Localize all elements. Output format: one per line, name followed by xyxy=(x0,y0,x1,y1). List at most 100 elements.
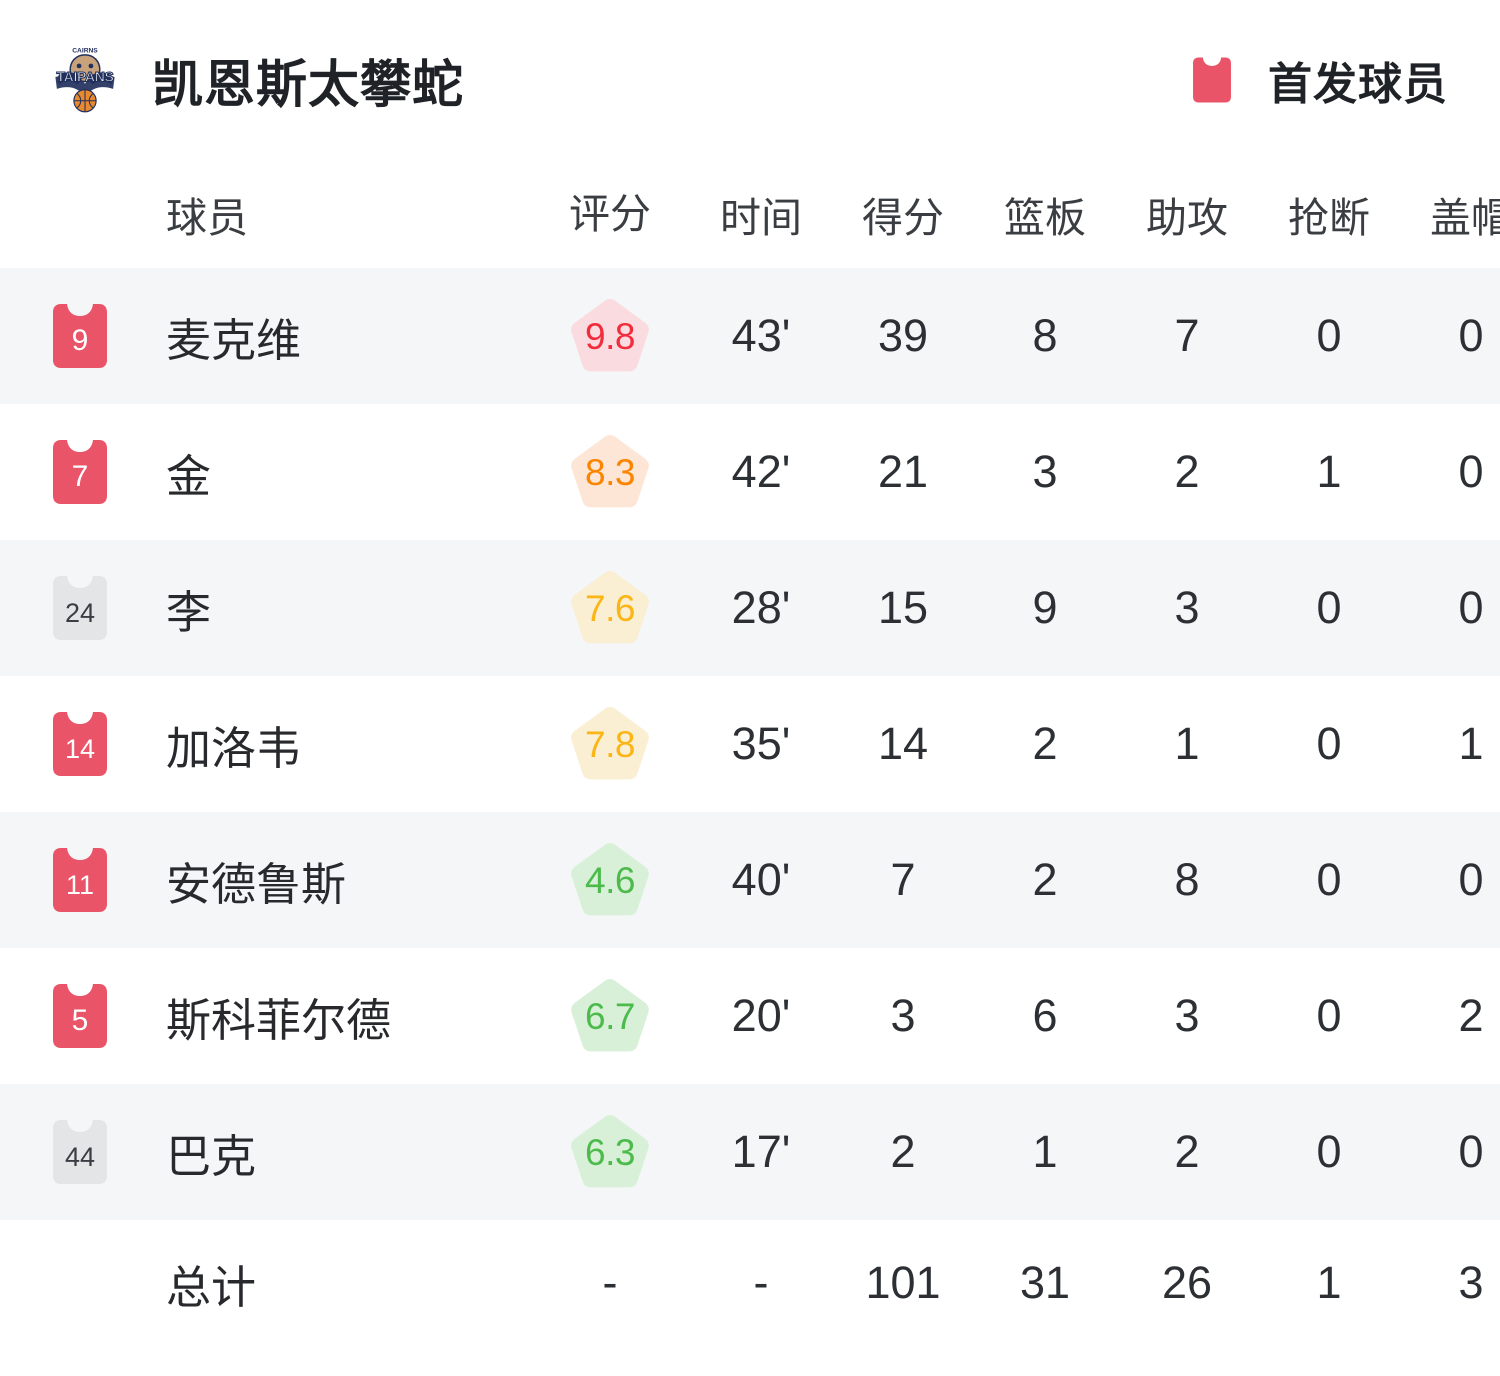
player-name[interactable]: 李 xyxy=(166,586,212,638)
column-header-steals[interactable]: 抢断 xyxy=(1288,195,1370,241)
jersey-icon: 9 xyxy=(53,304,107,368)
table-row[interactable]: 7 金 8.3 42' 21 3 2 1 0 xyxy=(0,404,1500,540)
rating-badge: 6.7 xyxy=(567,975,653,1057)
pentagon-icon xyxy=(571,435,649,508)
rating-badge: 9.8 xyxy=(567,295,653,377)
stat-rebounds: 1 xyxy=(1032,1126,1058,1177)
svg-text:7: 7 xyxy=(72,460,89,493)
stat-points: 7 xyxy=(890,854,916,905)
stat-rebounds: 2 xyxy=(1032,718,1058,769)
stat-blocks: 1 xyxy=(1458,718,1484,769)
starters-legend-label: 首发球员 xyxy=(1268,60,1448,109)
starters-legend: 首发球员 xyxy=(1186,48,1448,112)
player-rating: 8.3 xyxy=(530,431,690,513)
stat-blocks: 0 xyxy=(1458,310,1484,361)
totals-minutes: - xyxy=(753,1257,769,1308)
totals-steals: 1 xyxy=(1316,1257,1342,1308)
totals-label: 总计 xyxy=(166,1261,257,1313)
player-name[interactable]: 斯科菲尔德 xyxy=(166,994,392,1046)
boxscore-table: 球员 评分 时间 得分 篮板 助攻 抢断 盖帽 9 麦克维 9.8 43' 39 8 7 0 0… xyxy=(0,160,1500,1346)
player-jersey: 44 xyxy=(0,1114,160,1190)
stat-steals: 0 xyxy=(1316,854,1342,905)
stat-steals: 0 xyxy=(1316,990,1342,1041)
player-rows-container: 9 麦克维 9.8 43' 39 8 7 0 0 7 金 8.3 42' 21 3 2 1 0 24 李 7.6 28' 1… xyxy=(0,268,1500,1220)
table-header-row: 球员 评分 时间 得分 篮板 助攻 抢断 盖帽 xyxy=(0,160,1500,268)
stat-assists: 8 xyxy=(1174,854,1200,905)
jersey-icon: 24 xyxy=(53,576,107,640)
column-header-points[interactable]: 得分 xyxy=(862,195,944,241)
totals-row: 总计 - - 101 31 26 1 3 xyxy=(0,1220,1500,1346)
jersey-icon xyxy=(1193,57,1231,103)
player-name[interactable]: 麦克维 xyxy=(166,314,302,366)
jersey-icon: 11 xyxy=(53,848,107,912)
rating-value: 9.8 xyxy=(585,315,635,357)
taipans-snake-logo-icon: CAIRNS TAIPANS xyxy=(55,48,115,113)
column-header-blocks[interactable]: 盖帽 xyxy=(1430,195,1500,241)
stat-minutes: 28' xyxy=(731,582,791,633)
player-jersey: 24 xyxy=(0,570,160,646)
table-row[interactable]: 14 加洛韦 7.8 35' 14 2 1 0 1 xyxy=(0,676,1500,812)
totals-rebounds: 31 xyxy=(1019,1257,1071,1308)
svg-text:24: 24 xyxy=(65,598,95,628)
pentagon-icon xyxy=(571,843,649,916)
svg-text:5: 5 xyxy=(72,1004,89,1037)
stat-assists: 1 xyxy=(1174,718,1200,769)
stat-assists: 2 xyxy=(1174,446,1200,497)
column-header-assists[interactable]: 助攻 xyxy=(1146,195,1228,241)
rating-value: 7.8 xyxy=(585,723,635,765)
stat-blocks: 0 xyxy=(1458,1126,1484,1177)
svg-text:14: 14 xyxy=(65,734,95,764)
stat-steals: 0 xyxy=(1316,582,1342,633)
column-header-player[interactable]: 球员 xyxy=(166,195,248,241)
stat-points: 21 xyxy=(877,446,929,497)
stat-minutes: 17' xyxy=(731,1126,791,1177)
team-header: CAIRNS TAIPANS 凯恩斯太攀蛇 首发球员 xyxy=(0,0,1500,160)
rating-badge: 7.8 xyxy=(567,703,653,785)
svg-text:9: 9 xyxy=(72,324,89,357)
totals-assists: 26 xyxy=(1161,1257,1213,1308)
player-jersey: 11 xyxy=(0,842,160,918)
stat-points: 39 xyxy=(877,310,929,361)
column-header-rating[interactable]: 评分 xyxy=(569,191,651,237)
column-header-rebounds[interactable]: 篮板 xyxy=(1004,195,1086,241)
player-rating: 6.7 xyxy=(530,975,690,1057)
team-identity[interactable]: CAIRNS TAIPANS 凯恩斯太攀蛇 xyxy=(48,43,1186,117)
player-name[interactable]: 金 xyxy=(166,450,212,502)
totals-points: 101 xyxy=(865,1257,941,1308)
table-row[interactable]: 5 斯科菲尔德 6.7 20' 3 6 3 0 2 xyxy=(0,948,1500,1084)
column-header-minutes[interactable]: 时间 xyxy=(720,195,802,241)
stat-points: 15 xyxy=(877,582,929,633)
player-name[interactable]: 巴克 xyxy=(166,1130,257,1182)
stat-rebounds: 8 xyxy=(1032,310,1058,361)
rating-value: 4.6 xyxy=(585,859,635,901)
totals-rating: - xyxy=(602,1257,618,1308)
svg-text:TAIPANS: TAIPANS xyxy=(57,68,114,84)
stat-rebounds: 9 xyxy=(1032,582,1058,633)
pentagon-icon xyxy=(571,571,649,644)
player-name[interactable]: 加洛韦 xyxy=(166,722,302,774)
rating-value: 6.7 xyxy=(585,995,635,1037)
table-row[interactable]: 11 安德鲁斯 4.6 40' 7 2 8 0 0 xyxy=(0,812,1500,948)
stat-rebounds: 3 xyxy=(1032,446,1058,497)
table-row[interactable]: 44 巴克 6.3 17' 2 1 2 0 0 xyxy=(0,1084,1500,1220)
stat-steals: 0 xyxy=(1316,310,1342,361)
rating-badge: 6.3 xyxy=(567,1111,653,1193)
stat-blocks: 0 xyxy=(1458,446,1484,497)
player-jersey: 7 xyxy=(0,434,160,510)
stat-rebounds: 2 xyxy=(1032,854,1058,905)
player-name[interactable]: 安德鲁斯 xyxy=(166,858,347,910)
jersey-icon: 44 xyxy=(53,1120,107,1184)
table-row[interactable]: 24 李 7.6 28' 15 9 3 0 0 xyxy=(0,540,1500,676)
stat-steals: 1 xyxy=(1316,446,1342,497)
stat-minutes: 42' xyxy=(731,446,791,497)
stat-points: 2 xyxy=(890,1126,916,1177)
stat-rebounds: 6 xyxy=(1032,990,1058,1041)
stat-blocks: 0 xyxy=(1458,854,1484,905)
player-rating: 7.6 xyxy=(530,567,690,649)
player-rating: 7.8 xyxy=(530,703,690,785)
jersey-icon: 5 xyxy=(53,984,107,1048)
jersey-icon: 14 xyxy=(53,712,107,776)
table-row[interactable]: 9 麦克维 9.8 43' 39 8 7 0 0 xyxy=(0,268,1500,404)
svg-text:CAIRNS: CAIRNS xyxy=(72,48,98,55)
